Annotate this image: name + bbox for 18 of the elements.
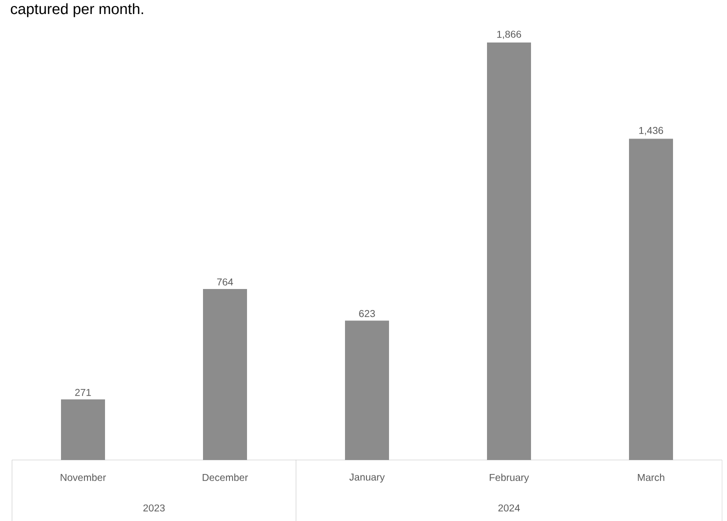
x-tick-label: November: [60, 474, 106, 481]
x-tick-label: March: [638, 474, 664, 481]
data-label: 623: [359, 310, 375, 318]
x-tick-label: December: [202, 474, 248, 481]
text: 2024: [498, 504, 520, 512]
data-label: 1,866: [497, 30, 522, 39]
bar: [61, 399, 106, 460]
data-label: 271: [75, 388, 91, 396]
bar: [628, 138, 674, 460]
chart-title: captured per month.: [10, 3, 144, 18]
bar: [344, 320, 390, 460]
data-label: 764: [217, 278, 234, 286]
x-tick-label: January: [349, 474, 385, 483]
bar: [486, 42, 532, 460]
text: 2023: [143, 504, 165, 512]
data-label: 1,436: [639, 126, 664, 136]
bar: [203, 289, 248, 460]
x-tick-label: February: [490, 474, 529, 483]
